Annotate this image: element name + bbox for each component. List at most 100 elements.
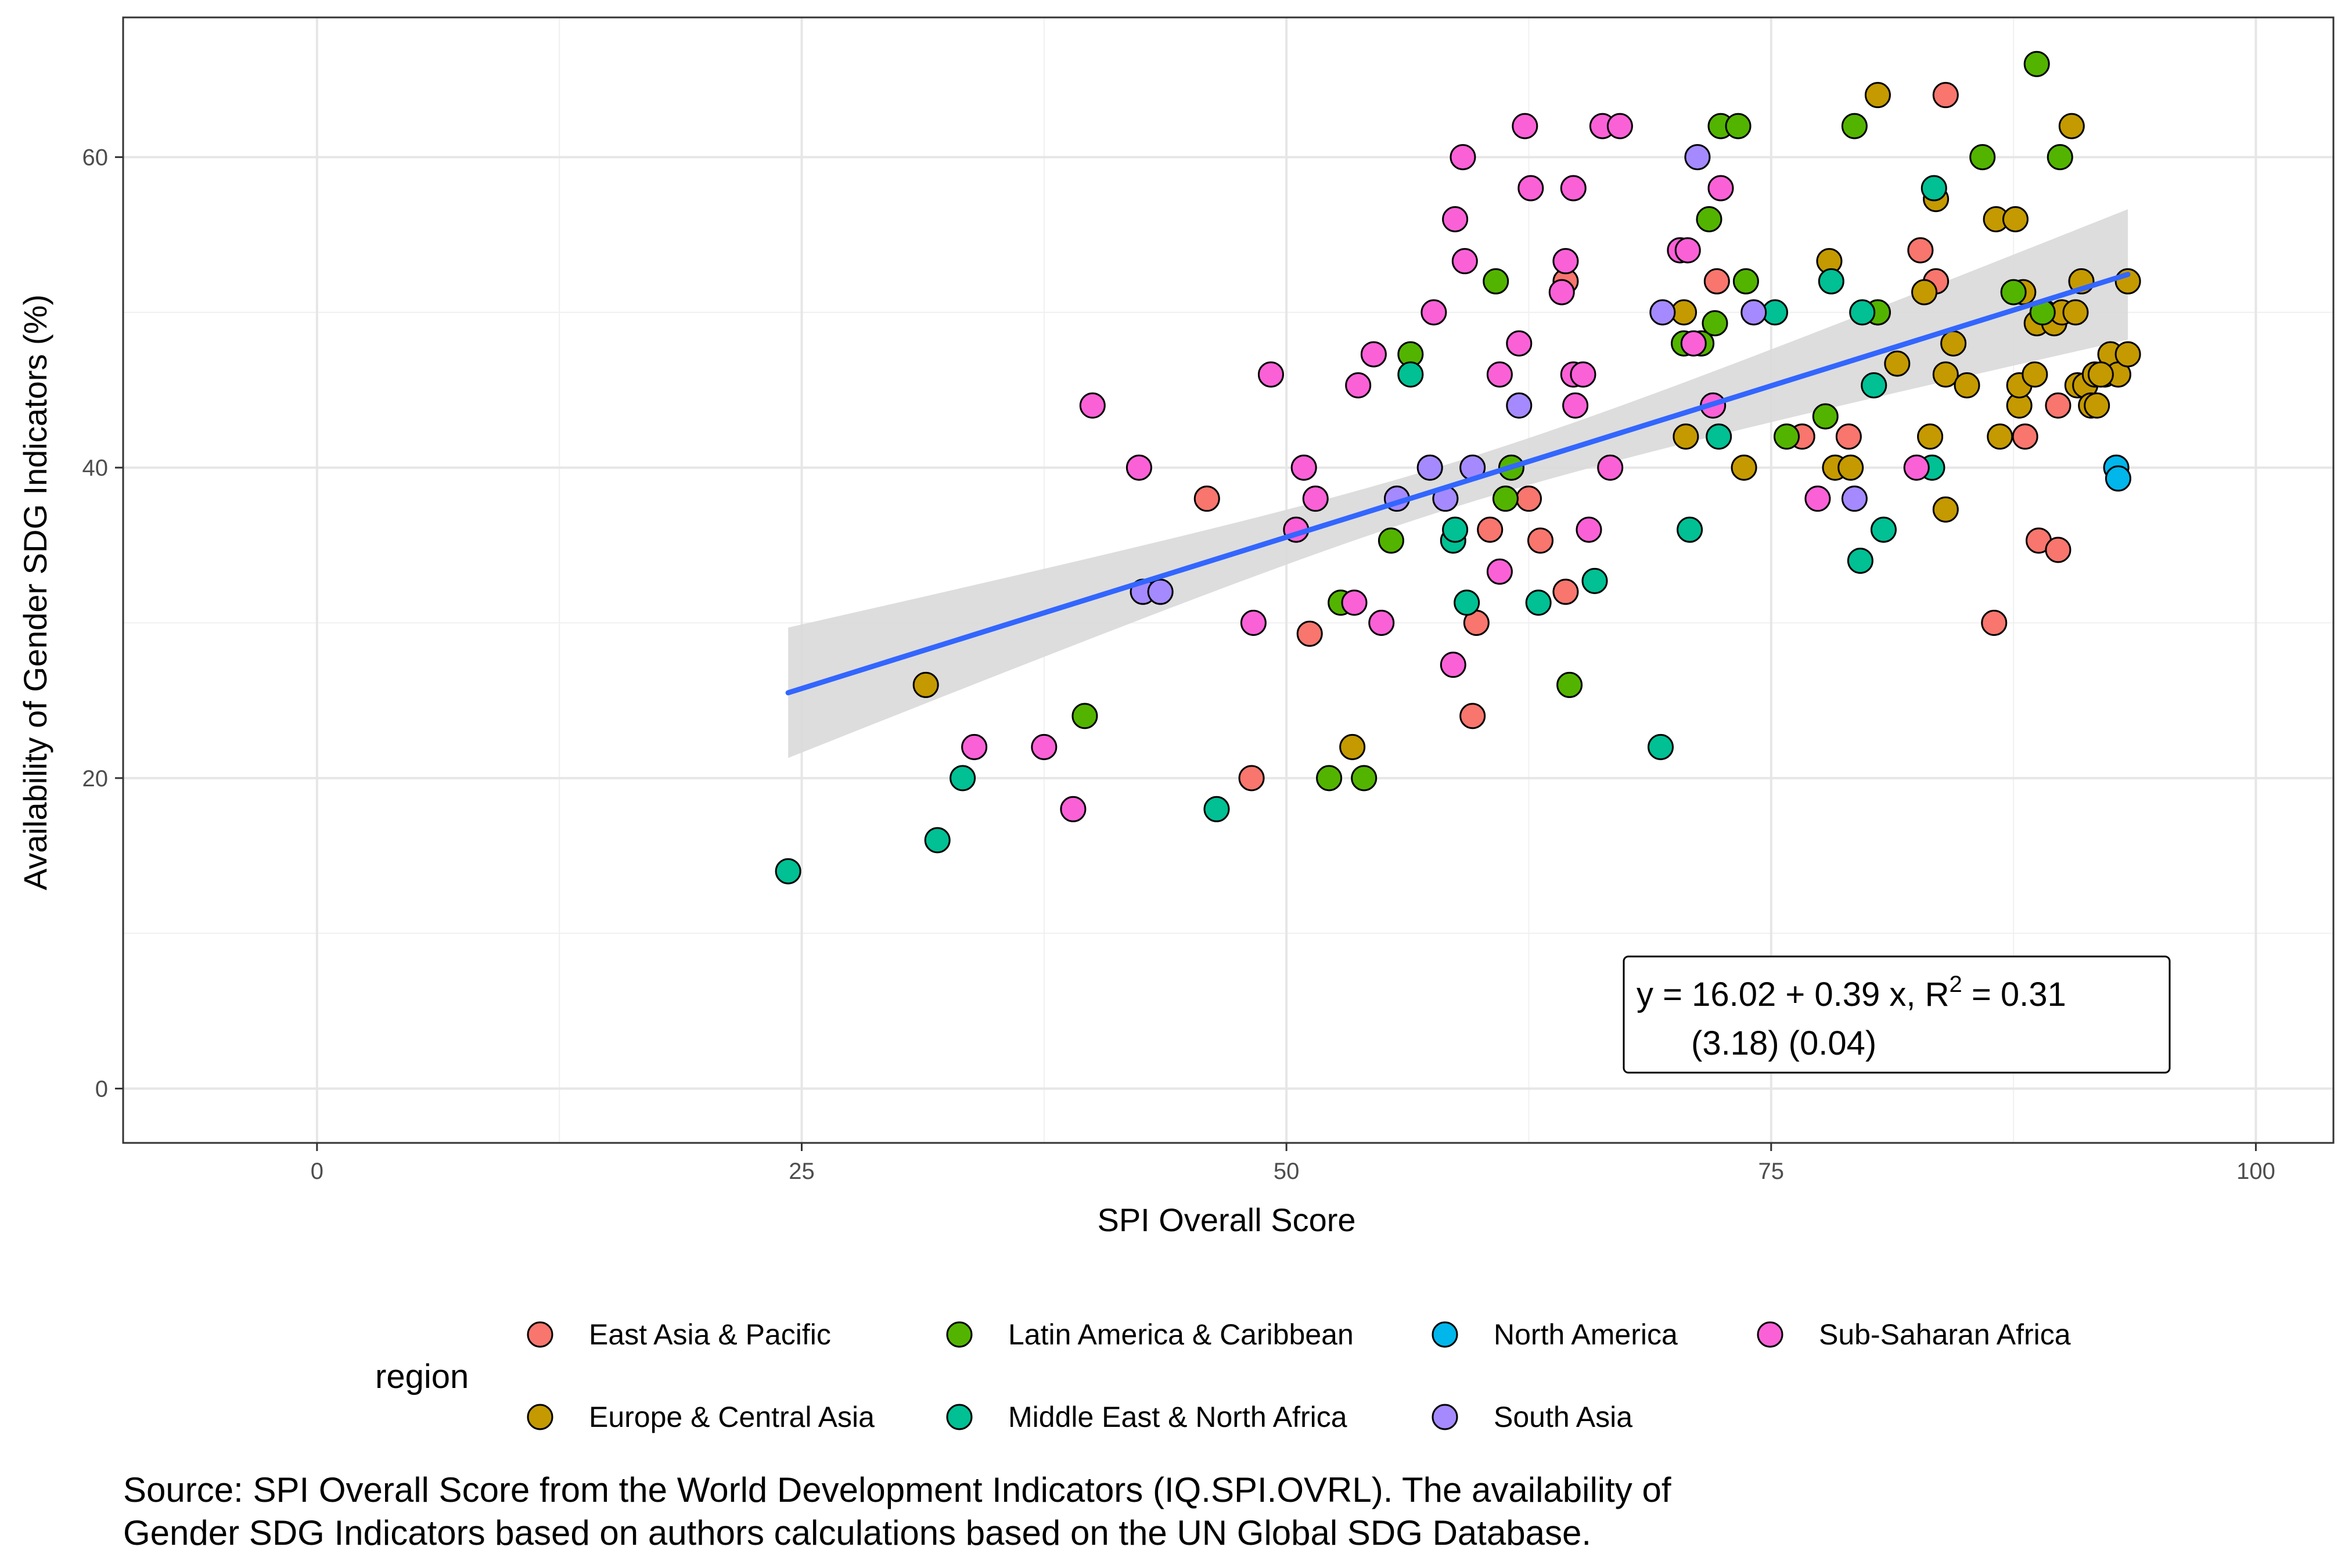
data-point (1079, 392, 1106, 419)
series-east-asia-pacific (1193, 82, 2072, 792)
legend-entry: South Asia (1432, 1401, 1632, 1433)
data-point (2045, 392, 2072, 419)
data-point (1954, 372, 1980, 399)
data-point (1556, 671, 1583, 698)
data-point (1725, 113, 1752, 139)
data-point (1648, 733, 1674, 760)
data-point (1562, 392, 1589, 419)
data-point (1506, 392, 1533, 419)
data-point (1703, 268, 1730, 294)
data-point (1921, 175, 1947, 202)
data-point (1818, 268, 1844, 294)
series-sub-saharan-africa (961, 113, 1930, 822)
data-point (1981, 610, 2008, 636)
data-point (1706, 423, 1732, 450)
data-point (1731, 454, 1757, 481)
data-point (2023, 51, 2050, 77)
legend-key (1432, 1321, 1458, 1348)
data-point (1492, 485, 1519, 512)
panel-border (122, 16, 2335, 1144)
grid-layer (123, 17, 2333, 1143)
data-point (1240, 610, 1267, 636)
data-point (1837, 454, 1864, 481)
legend-key (946, 1321, 973, 1348)
data-point (1420, 299, 1447, 326)
data-point (1416, 454, 1443, 481)
data-point (1560, 175, 1587, 202)
legend-entry: Sub-Saharan Africa (1757, 1318, 2071, 1351)
y-tick-label: 0 (95, 1076, 108, 1102)
data-point (1774, 423, 1800, 450)
x-tick-label: 25 (789, 1159, 815, 1184)
data-point (1442, 516, 1469, 543)
data-point (1360, 341, 1387, 368)
data-point (1673, 423, 1699, 450)
data-point (1841, 113, 1868, 139)
data-point (2087, 361, 2114, 388)
data-point (2002, 206, 2029, 233)
data-point (2114, 341, 2141, 368)
caption-line-1: Source: SPI Overall Score from the World… (123, 1470, 1671, 1509)
data-point (1861, 372, 1887, 399)
data-point (2000, 279, 2027, 305)
data-point (1442, 206, 1469, 233)
data-point (1527, 527, 1554, 554)
data-point (1031, 733, 1058, 760)
legend-entry: North America (1432, 1318, 1678, 1351)
x-tick-label: 50 (1274, 1159, 1300, 1184)
data-point (1969, 144, 1996, 171)
y-tick-label: 40 (82, 455, 109, 481)
series-north-america (2103, 454, 2131, 492)
data-point (1071, 703, 1098, 729)
data-point (1238, 765, 1265, 792)
data-point (1581, 567, 1608, 594)
data-point (1548, 279, 1575, 305)
data-point (775, 858, 801, 884)
points-layer (775, 51, 2141, 884)
fit-line-layer (785, 272, 2131, 696)
data-point (1397, 361, 1424, 388)
data-point (1903, 454, 1930, 481)
data-point (1597, 454, 1624, 481)
data-point (1316, 765, 1343, 792)
data-point (2105, 465, 2131, 492)
data-point (1451, 248, 1478, 275)
data-point (1477, 516, 1504, 543)
data-point (1707, 175, 1734, 202)
x-axis-title: SPI Overall Score (1097, 1202, 1355, 1238)
legend-key (527, 1321, 553, 1348)
data-point (2058, 113, 2085, 139)
legend-label: South Asia (1494, 1401, 1632, 1433)
data-point (1368, 610, 1395, 636)
data-point (1804, 485, 1831, 512)
data-point (1907, 237, 1934, 264)
data-point (1649, 299, 1676, 326)
data-point (1987, 423, 2013, 450)
fit-line (785, 272, 2131, 696)
series-latin-america-caribbean (1071, 51, 2073, 792)
data-point (1517, 175, 1544, 202)
data-point (1884, 350, 1911, 377)
data-point (1454, 589, 1480, 616)
legend-label: Europe & Central Asia (589, 1401, 875, 1433)
x-tick-label: 75 (1758, 1159, 1785, 1184)
data-point (1864, 82, 1891, 109)
data-point (1570, 361, 1596, 388)
data-point (1835, 423, 1862, 450)
legend-title: region (375, 1358, 469, 1396)
data-point (1339, 733, 1366, 760)
data-point (1552, 248, 1579, 275)
data-point (1060, 796, 1087, 822)
data-point (2047, 144, 2073, 171)
y-tick-label: 20 (82, 766, 109, 792)
legend-key (1432, 1404, 1458, 1430)
data-point (1677, 516, 1703, 543)
data-point (1290, 454, 1317, 481)
legend-label: East Asia & Pacific (589, 1318, 831, 1351)
data-point (1345, 372, 1372, 399)
data-point (1576, 516, 1602, 543)
data-point (1932, 361, 1959, 388)
legend-entry: East Asia & Pacific (527, 1318, 831, 1351)
